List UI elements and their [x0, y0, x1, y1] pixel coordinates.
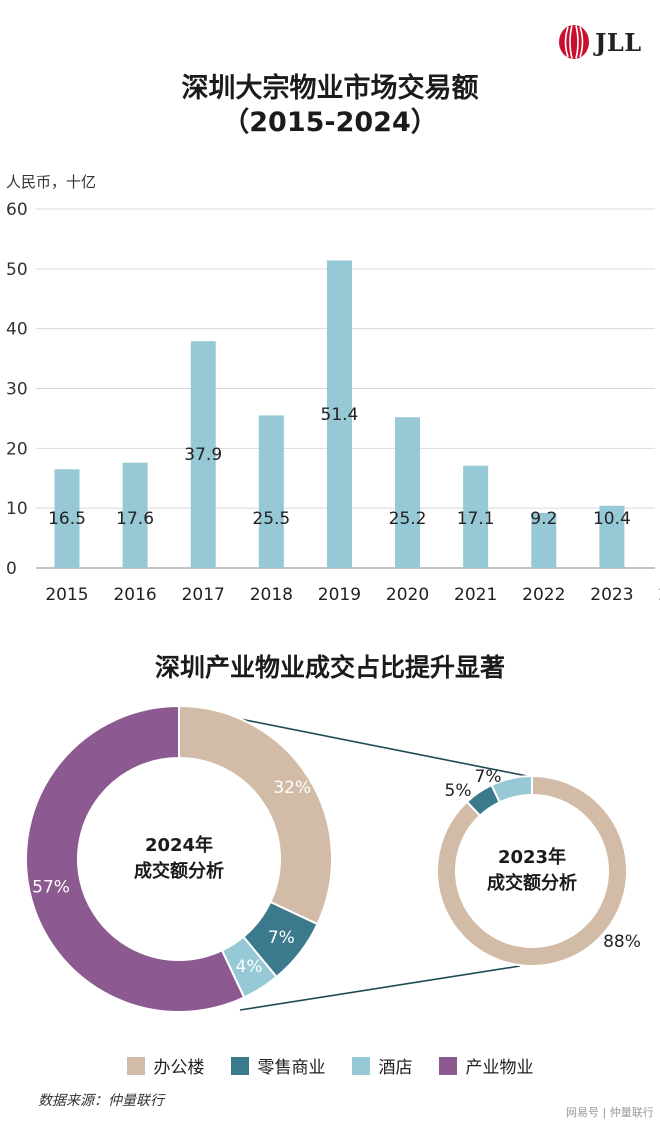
legend-label-office: 办公楼: [153, 1058, 205, 1078]
donut-label-2024年-零售商业: 7%: [268, 928, 295, 948]
x-tick-label-2024: 2024: [658, 585, 660, 605]
bar-value-label-2015: 16.5: [48, 509, 86, 529]
y-tick-label: 10: [6, 499, 28, 519]
legend-swatch-industrial: [438, 1056, 457, 1075]
donut-center-label-line1: 2023年: [498, 846, 566, 868]
bar-value-label-2023: 10.4: [593, 509, 631, 529]
legend-item-hotel: 酒店: [351, 1053, 413, 1078]
y-tick-label: 20: [6, 439, 28, 459]
x-tick-label-2022: 2022: [522, 585, 565, 605]
bar-value-label-2018: 25.5: [252, 509, 290, 529]
legend-item-industrial: 产业物业: [438, 1053, 534, 1078]
donut-label-2023年-零售商业: 5%: [445, 781, 472, 801]
bar-value-label-2021: 17.1: [457, 509, 495, 529]
donut-label-2024年-产业物业: 57%: [32, 878, 70, 898]
connector-line-bottom: [239, 965, 521, 1011]
bar-value-label-2017: 37.9: [184, 445, 222, 465]
x-tick-label-2019: 2019: [318, 585, 361, 605]
chart-title-line2: （2015-2024）: [222, 107, 438, 138]
x-tick-label-2020: 2020: [386, 585, 429, 605]
watermark: 网易号 | 仲量联行: [566, 1106, 654, 1119]
donut-label-2024年-办公楼: 32%: [273, 778, 311, 798]
jll-logo-text: JLL: [595, 27, 642, 57]
jll-logo: JLL: [558, 22, 642, 62]
x-tick-label-2018: 2018: [250, 585, 293, 605]
bar-value-label-2020: 25.2: [389, 509, 427, 529]
bar-2018: [258, 415, 284, 568]
y-tick-label: 40: [6, 320, 28, 340]
bar-2019: [326, 260, 352, 568]
donut-slice-2024年-产业物业: [25, 704, 246, 1013]
bar-chart-labels: 0 10 20 30 40 50 60 16.5 2015 17.6 2016 37.9 2017 25.…: [6, 200, 660, 605]
chart-title-line1: 深圳大宗物业市场交易额: [181, 73, 479, 104]
chart-title: 深圳大宗物业市场交易额 （2015-2024）: [0, 72, 660, 140]
y-tick-label: 30: [6, 380, 28, 400]
bar-value-label-2016: 17.6: [116, 509, 154, 529]
legend-swatch-retail: [230, 1056, 249, 1075]
data-source: 数据来源：仲量联行: [38, 1093, 164, 1109]
legend-swatch-office: [126, 1056, 145, 1075]
y-tick-label: 0: [6, 559, 17, 579]
y-tick-label: 60: [6, 200, 28, 220]
donut-center-label-line1: 2024年: [145, 834, 213, 856]
bar-2015: [54, 469, 80, 568]
bar-2023: [599, 505, 625, 568]
bar-2021: [463, 465, 489, 568]
legend-swatch-hotel: [351, 1056, 370, 1075]
donut-slice-2023年-酒店: [490, 774, 533, 804]
donut-label-2023年-办公楼: 88%: [603, 932, 641, 952]
legend-label-hotel: 酒店: [378, 1058, 413, 1078]
y-tick-label: 50: [6, 260, 28, 280]
x-tick-label-2017: 2017: [182, 585, 225, 605]
bar-2017: [190, 341, 216, 568]
y-axis-unit-label: 人民币，十亿: [6, 173, 97, 191]
donut-slice-2023年-办公楼: [436, 774, 628, 967]
donut-center-label-line2: 成交额分析: [134, 860, 224, 882]
legend-item-retail: 零售商业: [230, 1053, 326, 1078]
x-tick-label-2023: 2023: [590, 585, 633, 605]
bar-2016: [122, 462, 148, 568]
legend: 办公楼 零售商业 酒店 产业物业: [0, 1053, 660, 1078]
x-tick-label-2015: 2015: [45, 585, 88, 605]
section2-title: 深圳产业物业成交占比提升显著: [154, 653, 505, 682]
bar-chart-bars: [54, 260, 625, 568]
x-tick-label-2016: 2016: [113, 585, 156, 605]
bar-2020: [395, 417, 421, 568]
donut-label-2024年-酒店: 4%: [236, 957, 263, 977]
bar-value-label-2022: 9.2: [530, 509, 557, 529]
jll-logo-icon: [559, 25, 589, 59]
donut-slice-2024年-办公楼: [178, 704, 333, 926]
legend-label-industrial: 产业物业: [465, 1058, 534, 1078]
legend-item-office: 办公楼: [126, 1053, 205, 1078]
donut-label-2023年-酒店: 7%: [475, 767, 502, 787]
x-tick-label-2021: 2021: [454, 585, 497, 605]
bar-value-label-2019: 51.4: [321, 405, 359, 425]
donut-center-label-line2: 成交额分析: [487, 872, 577, 894]
bar-2022: [531, 512, 557, 568]
legend-label-retail: 零售商业: [257, 1058, 326, 1078]
